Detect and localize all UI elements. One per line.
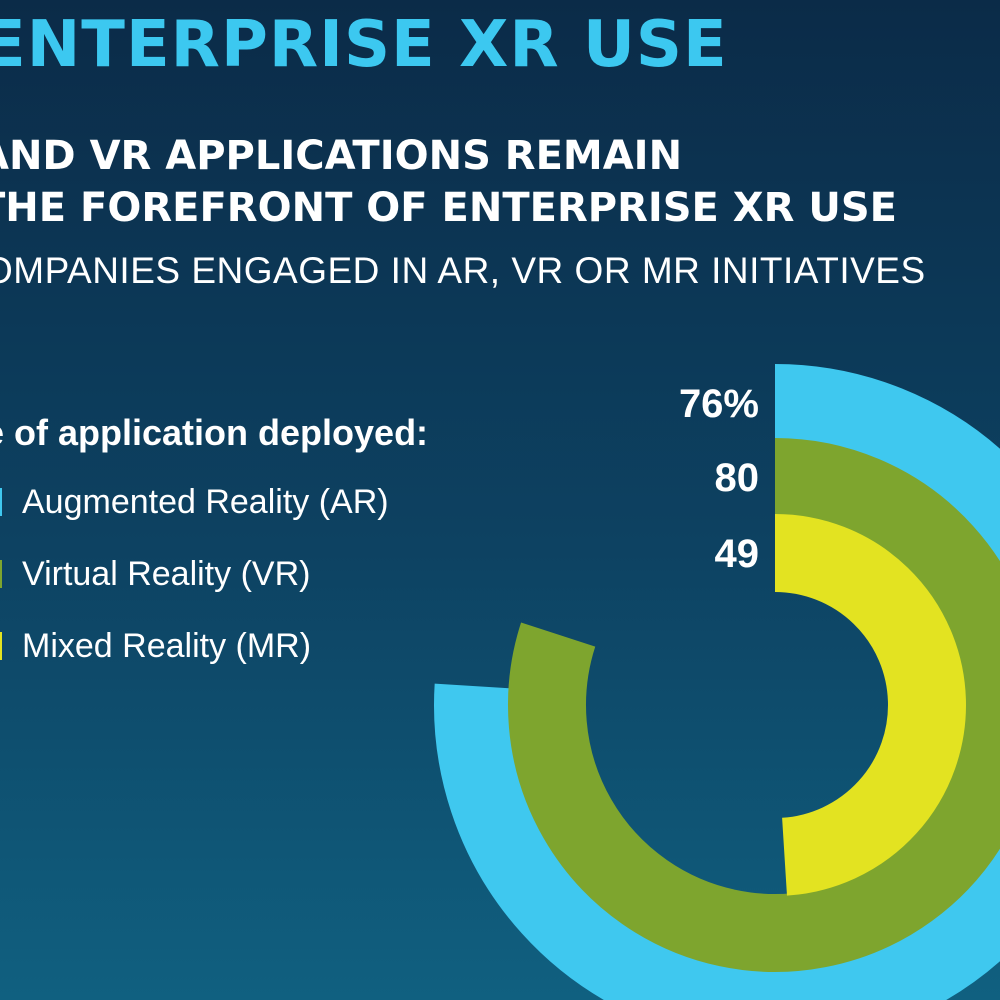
arc-mr: [774, 514, 966, 896]
chart-caption: OMPANIES ENGAGED IN AR, VR OR MR INITIAT…: [0, 250, 926, 291]
subtitle-line-2: THE FOREFRONT OF ENTERPRISE XR USE: [0, 185, 897, 231]
legend-swatch-mr: [0, 632, 2, 660]
subtitle: AND VR APPLICATIONS REMAIN THE FOREFRONT…: [0, 130, 897, 234]
arc-vr: [508, 438, 1000, 972]
legend: e of application deployed: Augmented Rea…: [0, 412, 428, 682]
legend-swatch-vr: [0, 560, 2, 588]
chart-value-labels: 76% 80 49: [679, 382, 759, 576]
value-label-ar: 76%: [679, 382, 759, 426]
chart-arcs: [434, 364, 1000, 1000]
legend-title: e of application deployed:: [0, 412, 429, 453]
legend-item-ar: Augmented Reality (AR): [0, 466, 428, 538]
legend-label-ar: Augmented Reality (AR): [22, 482, 389, 521]
legend-item-mr: Mixed Reality (MR): [0, 610, 428, 682]
value-label-mr: 49: [715, 532, 760, 576]
legend-label-mr: Mixed Reality (MR): [22, 626, 312, 665]
legend-label-vr: Virtual Reality (VR): [22, 554, 311, 593]
legend-swatch-ar: [0, 488, 2, 516]
legend-item-vr: Virtual Reality (VR): [0, 538, 428, 610]
value-label-vr: 80: [715, 456, 760, 500]
arc-ar: [434, 364, 1000, 1000]
subtitle-line-1: AND VR APPLICATIONS REMAIN: [0, 133, 683, 179]
page-title: ENTERPRISE XR USE: [0, 8, 728, 82]
